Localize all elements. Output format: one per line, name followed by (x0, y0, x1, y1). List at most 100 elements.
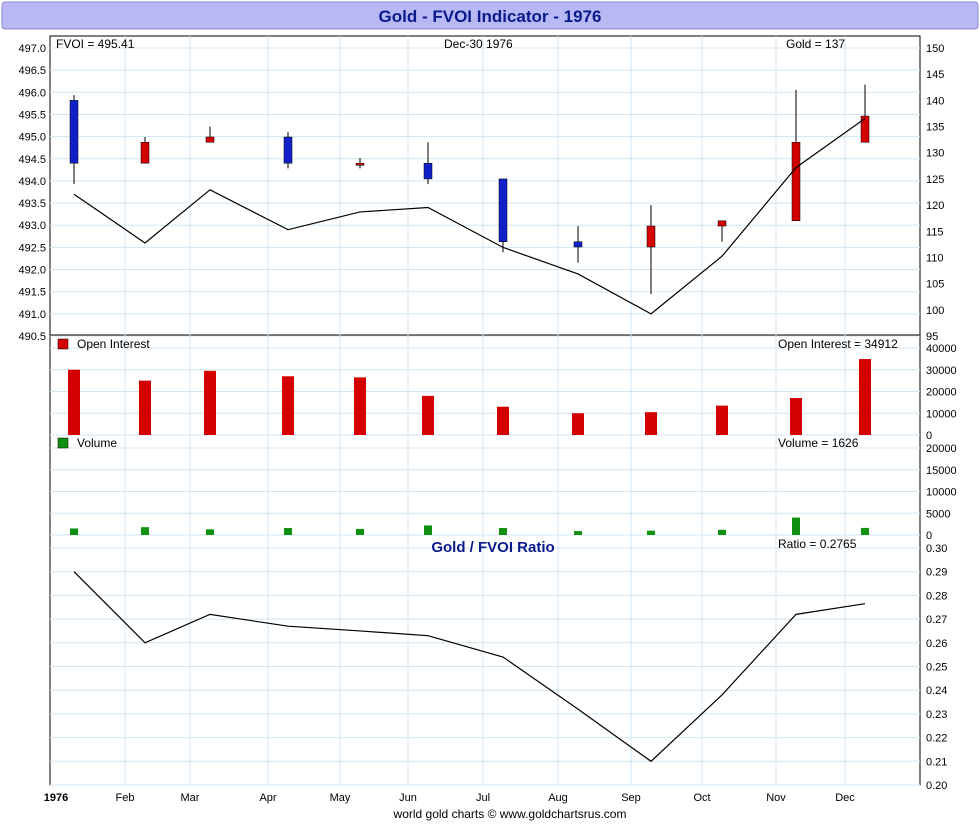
gold-value-label: Gold = 137 (786, 37, 845, 51)
title-bar (1, 1, 979, 30)
x-axis-tick: Feb (116, 792, 135, 804)
gold-axis-tick: 140 (926, 95, 944, 107)
plot-border (49, 35, 921, 786)
volume-bar (499, 528, 507, 535)
open-interest-axis-tick: 0 (926, 430, 932, 442)
x-axis-tick: Jun (399, 792, 417, 804)
grid-lines (50, 36, 920, 786)
gold-axis-tick: 145 (926, 69, 944, 81)
gold-candle-body (791, 142, 801, 222)
chart-title: Gold - FVOI Indicator - 1976 (379, 7, 602, 26)
gold-axis-tick: 105 (926, 279, 944, 291)
fvoi-axis-tick: 494.0 (18, 176, 46, 188)
volume-axis-tick: 20000 (926, 443, 957, 455)
axis-tick-labels: 497.0 496.5 496.0 495.5 495.0 494.5 494.0 493.5… (18, 43, 956, 804)
volume-bar (574, 531, 582, 535)
volume-value-label: Volume = 1626 (778, 436, 859, 450)
open-interest-bar (716, 405, 728, 435)
gold-candle-body (283, 136, 293, 164)
open-interest-axis-tick: 40000 (926, 343, 957, 355)
gold-candle-body (717, 220, 727, 227)
open-interest-legend-swatch (57, 338, 69, 350)
x-axis-tick: Mar (181, 792, 200, 804)
gold-axis-tick: 95 (926, 331, 938, 343)
x-axis-tick: May (330, 792, 351, 804)
volume-bar (141, 527, 149, 535)
fvoi-axis-tick: 496.0 (18, 87, 46, 99)
ratio-axis-tick: 0.22 (926, 733, 947, 745)
open-interest-bar (282, 376, 294, 435)
open-interest-bar (354, 377, 366, 435)
volume-legend: Volume (77, 436, 117, 450)
gold-axis-tick: 130 (926, 148, 944, 160)
volume-axis-tick: 0 (926, 530, 932, 542)
ratio-axis-tick: 0.21 (926, 756, 947, 768)
ratio-axis-tick: 0.28 (926, 590, 947, 602)
gold-candle-body (423, 162, 433, 180)
open-interest-axis-tick: 30000 (926, 365, 957, 377)
gold-axis-tick: 125 (926, 174, 944, 186)
ratio-axis-tick: 0.24 (926, 685, 947, 697)
volume-bar (284, 528, 292, 535)
ratio-title: Gold / FVOI Ratio (431, 539, 554, 556)
fvoi-axis-tick: 493.5 (18, 198, 46, 210)
volume-bar (424, 525, 432, 535)
open-interest-axis-tick: 20000 (926, 387, 957, 399)
gold-axis-tick: 150 (926, 43, 944, 55)
open-interest-bar (68, 369, 80, 435)
fvoi-axis-tick: 491.5 (18, 287, 46, 299)
ratio-axis-tick: 0.23 (926, 709, 947, 721)
fvoi-value-label: FVOI = 495.41 (56, 37, 135, 51)
fvoi-axis-tick: 495.5 (18, 109, 46, 121)
open-interest-bar (497, 406, 509, 435)
x-axis-tick: Apr (259, 792, 276, 804)
x-axis-tick: Dec (835, 792, 855, 804)
fvoi-axis-tick: 490.5 (18, 331, 46, 343)
gold-candle-body (646, 225, 656, 248)
volume-bar (356, 528, 364, 535)
fvoi-axis-tick: 496.5 (18, 65, 46, 77)
footer-credit: world gold charts © www.goldchartsrus.co… (393, 807, 627, 821)
ratio-axis-tick: 0.25 (926, 662, 947, 674)
open-interest-value-label: Open Interest = 34912 (778, 337, 898, 351)
volume-bar (647, 530, 655, 535)
x-axis-tick: Jul (476, 792, 490, 804)
ratio-axis-tick: 0.27 (926, 614, 947, 626)
open-interest-bar (204, 370, 216, 435)
x-axis-tick: Oct (693, 792, 710, 804)
x-axis-tick: Aug (548, 792, 568, 804)
date-label: Dec-30 1976 (444, 37, 513, 51)
ratio-axis-tick: 0.29 (926, 567, 947, 579)
gold-candle-body (69, 100, 79, 164)
open-interest-bar (645, 412, 657, 435)
fvoi-axis-tick: 493.0 (18, 220, 46, 232)
open-interest-axis-tick: 10000 (926, 408, 957, 420)
volume-axis-tick: 10000 (926, 487, 957, 499)
x-axis-tick: Sep (621, 792, 641, 804)
fvoi-line (73, 117, 866, 315)
open-interest-bar (422, 395, 434, 435)
fvoi-axis-tick: 492.5 (18, 242, 46, 254)
ratio-value-label: Ratio = 0.2765 (778, 537, 857, 551)
volume-bar (718, 529, 726, 535)
ratio-axis-tick: 0.26 (926, 638, 947, 650)
fvoi-axis-tick: 495.0 (18, 132, 46, 144)
fvoi-axis-tick: 491.0 (18, 309, 46, 321)
gold-candle-body (860, 115, 870, 143)
gold-axis-tick: 135 (926, 122, 944, 134)
gold-axis-tick: 100 (926, 305, 944, 317)
volume-bar (70, 528, 78, 535)
fvoi-axis-tick: 497.0 (18, 43, 46, 55)
volume-bars (70, 517, 869, 535)
x-axis-tick: Nov (766, 792, 786, 804)
gold-candles (69, 84, 870, 295)
volume-legend-swatch (57, 437, 69, 449)
gold-candle-body (205, 136, 215, 143)
gold-candle-body (573, 241, 583, 248)
gold-axis-tick: 115 (926, 226, 944, 238)
gold-axis-tick: 120 (926, 200, 944, 212)
x-axis-tick: 1976 (44, 792, 68, 804)
volume-bar (206, 529, 214, 535)
volume-bar (861, 527, 869, 535)
